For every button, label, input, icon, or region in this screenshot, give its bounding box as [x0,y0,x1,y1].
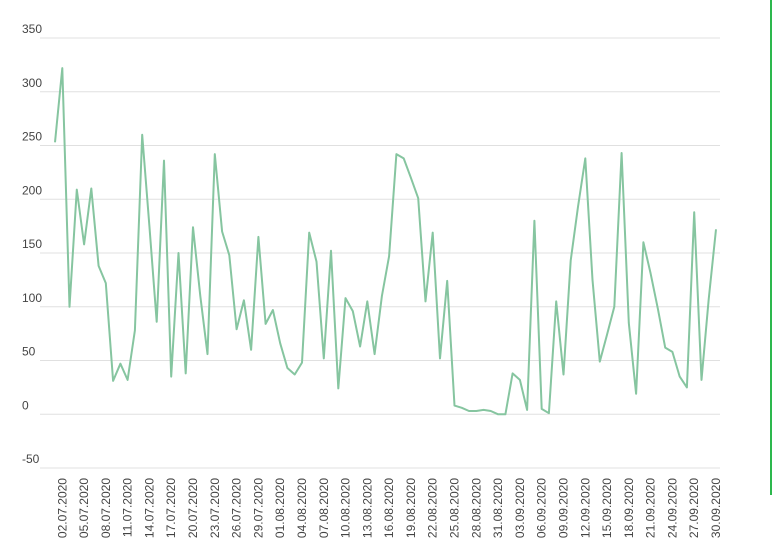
x-tick-label: 05.07.2020 [77,478,91,538]
x-tick-label: 03.09.2020 [513,478,527,538]
x-tick-label: 28.08.2020 [469,478,483,538]
x-tick-label: 17.07.2020 [164,478,178,538]
x-tick-label: 12.09.2020 [578,478,592,538]
x-tick-label: 24.09.2020 [665,478,679,538]
y-tick-label: 150 [22,237,42,251]
x-tick-label: 13.08.2020 [360,478,374,538]
x-tick-label: 08.07.2020 [99,478,113,538]
x-tick-label: 21.09.2020 [644,478,658,538]
y-tick-label: 250 [22,130,42,144]
x-tick-label: 07.08.2020 [317,478,331,538]
x-tick-label: 01.08.2020 [273,478,287,538]
x-tick-label: 29.07.2020 [251,478,265,538]
x-tick-label: 10.08.2020 [339,478,353,538]
x-tick-label: 15.09.2020 [600,478,614,538]
x-tick-label: 06.09.2020 [535,478,549,538]
x-tick-label: 14.07.2020 [142,478,156,538]
x-tick-label: 19.08.2020 [404,478,418,538]
x-tick-label: 11.07.2020 [121,478,135,537]
x-tick-label: 16.08.2020 [382,478,396,538]
x-tick-label: 26.07.2020 [230,478,244,538]
y-tick-label: -50 [22,452,40,466]
x-tick-label: 18.09.2020 [622,478,636,538]
x-tick-label: 04.08.2020 [295,478,309,538]
y-tick-label: 100 [22,291,42,305]
x-tick-label: 09.09.2020 [556,478,570,538]
x-tick-label: 25.08.2020 [448,478,462,538]
x-tick-label: 30.09.2020 [709,478,723,538]
y-tick-label: 200 [22,183,42,197]
y-tick-label: 350 [22,22,42,36]
x-tick-label: 31.08.2020 [491,478,505,538]
y-tick-label: 50 [22,345,36,359]
y-tick-label: 300 [22,76,42,90]
x-tick-label: 22.08.2020 [426,478,440,538]
y-tick-label: 0 [22,398,29,412]
data-line [54,67,717,416]
x-tick-label: 02.07.2020 [55,478,69,538]
x-tick-label: 23.07.2020 [208,478,222,538]
x-tick-label: 27.09.2020 [687,478,701,538]
x-tick-label: 20.07.2020 [186,478,200,538]
